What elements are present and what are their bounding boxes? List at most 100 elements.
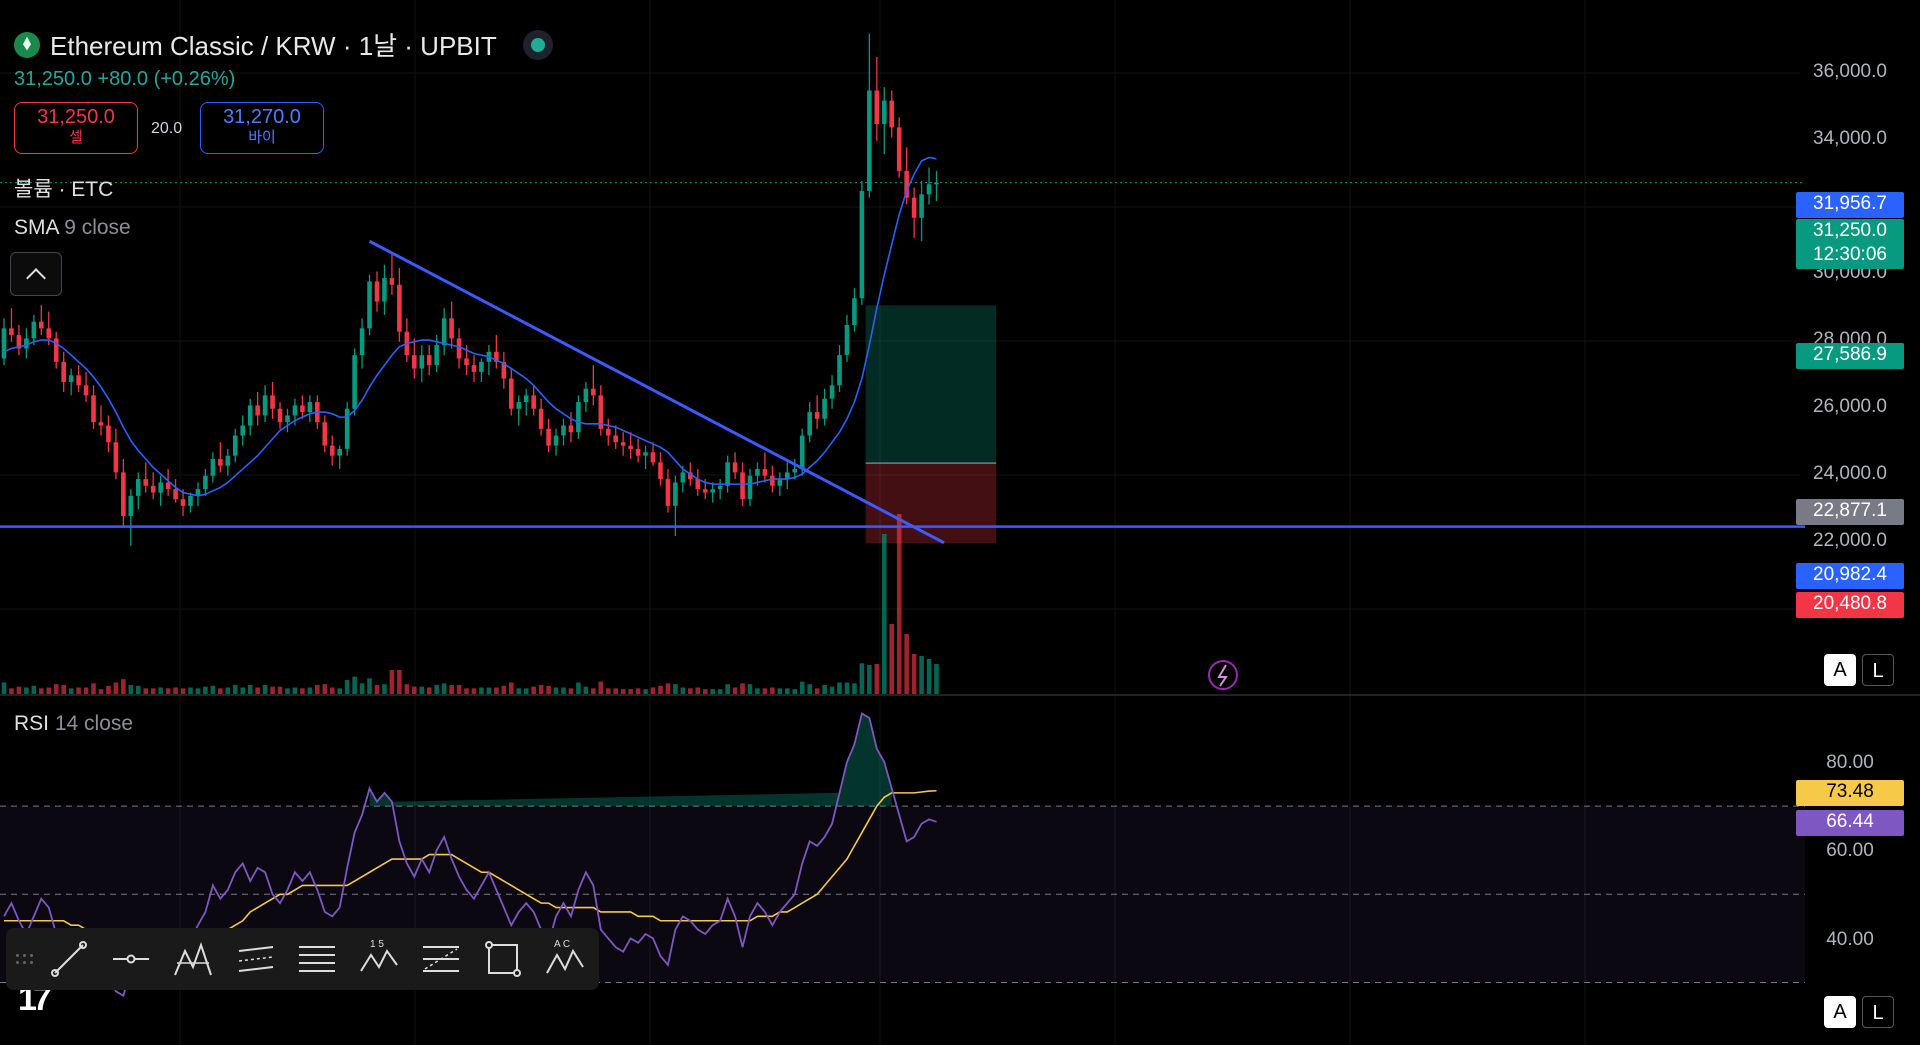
volume-bar [538, 685, 544, 694]
volume-bar [598, 681, 604, 694]
candle-body [732, 462, 738, 473]
candle-body [673, 482, 678, 506]
candle-body [628, 445, 633, 449]
drag-handle-icon[interactable] [6, 954, 38, 964]
candle-body [837, 355, 842, 386]
volume-bar [814, 688, 820, 694]
rsi-log-scale-button[interactable]: L [1862, 996, 1894, 1028]
entry-price-tag: 22,877.1 [1796, 499, 1904, 525]
candle-body [285, 415, 290, 423]
candle-body [583, 388, 589, 403]
candle-body [397, 284, 402, 332]
sma-legend[interactable]: SMA 9 close [14, 216, 131, 240]
trend-line-icon [51, 941, 87, 977]
volume-bar [688, 688, 693, 694]
candle-body [434, 345, 439, 366]
volume-bar [665, 683, 671, 694]
volume-bar [24, 687, 29, 694]
candle-body [76, 375, 81, 386]
candle-body [740, 472, 745, 500]
candle-body [785, 472, 790, 480]
symbol-header[interactable]: Ethereum Classic / KRW · 1날 · UPBIT [14, 26, 553, 63]
drawing-toolbar[interactable]: 1 5 A C [6, 928, 599, 990]
market-status-icon[interactable] [522, 29, 553, 60]
candle-body [538, 408, 544, 429]
lightning-icon [1217, 664, 1228, 687]
rsi-auto-scale-button[interactable]: A [1824, 996, 1856, 1028]
candle-body [31, 321, 37, 339]
horizontal-ray-icon [113, 954, 149, 964]
volume-bar [39, 688, 44, 694]
candle-body [867, 90, 872, 191]
volume-bar [643, 689, 648, 694]
sma-name: SMA [14, 216, 59, 239]
volume-bar [456, 685, 462, 694]
xabcd-pattern-tool[interactable]: A C [534, 928, 596, 990]
volume-bar [292, 687, 298, 694]
candle-body [128, 495, 134, 516]
candle-body [926, 184, 932, 195]
volume-bar [896, 514, 902, 694]
rsi-ma-tag: 73.48 [1796, 780, 1904, 806]
candle-body [635, 448, 641, 456]
rectangle-tool[interactable] [472, 928, 534, 990]
volume-bar [605, 688, 611, 694]
volume-bar [404, 684, 410, 694]
chevron-up-icon [26, 268, 46, 288]
volume-bar [844, 682, 850, 694]
candle-body [135, 479, 141, 496]
candle-body [605, 428, 611, 436]
candle-body [218, 459, 223, 466]
bar-countdown: 12:30:06 [1813, 244, 1887, 265]
volume-bar [106, 685, 111, 694]
horizontal-ray-tool[interactable] [100, 928, 162, 990]
candle-body [1, 328, 7, 359]
symbol-title[interactable]: Ethereum Classic / KRW · 1날 · UPBIT [50, 31, 497, 61]
volume-bar [799, 681, 805, 694]
volume-bar [576, 682, 581, 694]
volume-bar [531, 686, 536, 694]
volume-bar [770, 687, 775, 694]
buy-button[interactable]: 31,270.0 바이 [200, 102, 324, 154]
elliott-wave-tool[interactable]: 1 5 [348, 928, 410, 990]
candle-body [814, 412, 820, 419]
xabcd-label: A C [554, 939, 570, 950]
rsi-legend[interactable]: RSI 14 close [14, 712, 133, 736]
candle-body [688, 472, 693, 480]
volume-bar [479, 687, 484, 694]
candle-body [471, 365, 477, 372]
volume-bar [397, 670, 402, 694]
volume-bar [591, 688, 596, 694]
candle-body [896, 127, 902, 171]
candle-body [382, 278, 387, 302]
sell-price: 31,250.0 [37, 106, 115, 128]
fib-retracement-tool[interactable] [410, 928, 472, 990]
volume-bar [247, 685, 253, 694]
volume-bar [367, 678, 372, 694]
candle-body [225, 455, 231, 466]
candle-body [16, 335, 22, 349]
candle-body [232, 435, 238, 456]
volume-bar [650, 687, 656, 694]
trend-line-tool[interactable] [38, 928, 100, 990]
candle-body [367, 281, 372, 329]
parallel-channel-tool[interactable] [224, 928, 286, 990]
log-scale-button[interactable]: L [1862, 654, 1894, 686]
xabcd-pattern-icon: A C [546, 939, 584, 974]
collapse-legend-button[interactable] [10, 252, 62, 296]
volume-legend[interactable]: 볼륨 · ETC [14, 178, 114, 201]
pitchfork-tool[interactable] [162, 928, 224, 990]
volume-bar [546, 685, 551, 694]
volume-bar [926, 659, 932, 694]
volume-bar [695, 687, 701, 694]
auto-scale-button[interactable]: A [1824, 654, 1856, 686]
volume-bar [218, 688, 223, 694]
volume-bar [441, 683, 447, 694]
volume-bar [344, 680, 350, 694]
candle-body [158, 482, 163, 493]
rsi-params: 14 close [54, 712, 134, 735]
sell-button[interactable]: 31,250.0 셀 [14, 102, 138, 154]
horizontal-lines-tool[interactable] [286, 928, 348, 990]
candle-body [121, 472, 126, 516]
